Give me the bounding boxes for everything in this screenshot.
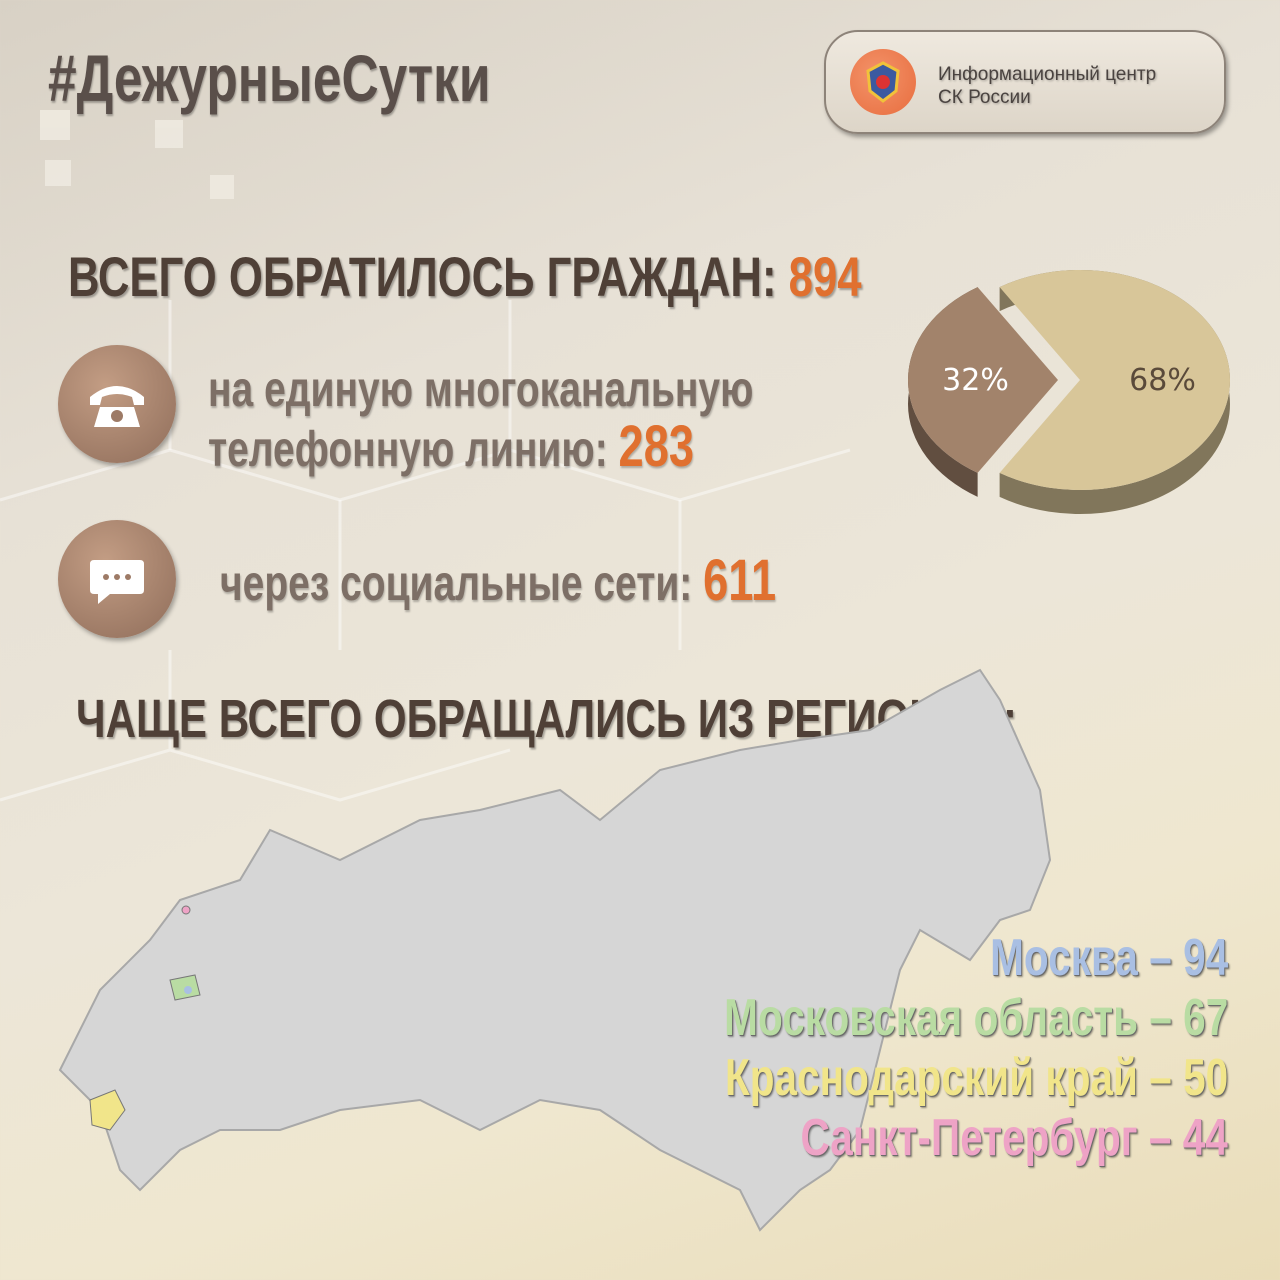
region-spb: Санкт-Петербург – 44 <box>800 1109 1228 1167</box>
pie-slice-2 <box>999 270 1230 490</box>
phone-icon <box>58 345 176 463</box>
social-value: 611 <box>703 548 777 613</box>
pie-label-1: 32% <box>942 363 1009 398</box>
region-moscow-oblast: Московская область – 67 <box>723 989 1228 1047</box>
badge-line1: Информационный центр <box>938 64 1157 85</box>
region-moscow: Москва – 94 <box>989 929 1228 987</box>
chat-bubble-icon <box>58 520 176 638</box>
pie-chart: 32% 68% <box>908 270 1230 514</box>
region-krasnodar: Краснодарский край – 50 <box>724 1049 1228 1107</box>
regions-list: Москва – 94 Московская область – 67 Крас… <box>582 928 1228 1168</box>
total-value: 894 <box>788 245 862 308</box>
russia-map <box>58 668 1052 1232</box>
hashtag-title: #ДежурныеСутки <box>48 41 491 115</box>
total-heading: ВСЕГО ОБРАТИЛОСЬ ГРАЖДАН: 894 <box>68 245 862 308</box>
info-center-badge: Информационный центр СК России <box>824 30 1226 134</box>
pie-slice-1 <box>908 287 1058 473</box>
social-line-text: через социальные сети: 611 <box>220 548 777 613</box>
phone-line-text: на единую многоканальную телефонную лини… <box>208 361 754 479</box>
phone-value: 283 <box>618 414 695 479</box>
sk-emblem-icon <box>850 49 916 115</box>
badge-line2: СК России <box>938 87 1031 108</box>
pie-label-2: 68% <box>1129 363 1196 398</box>
